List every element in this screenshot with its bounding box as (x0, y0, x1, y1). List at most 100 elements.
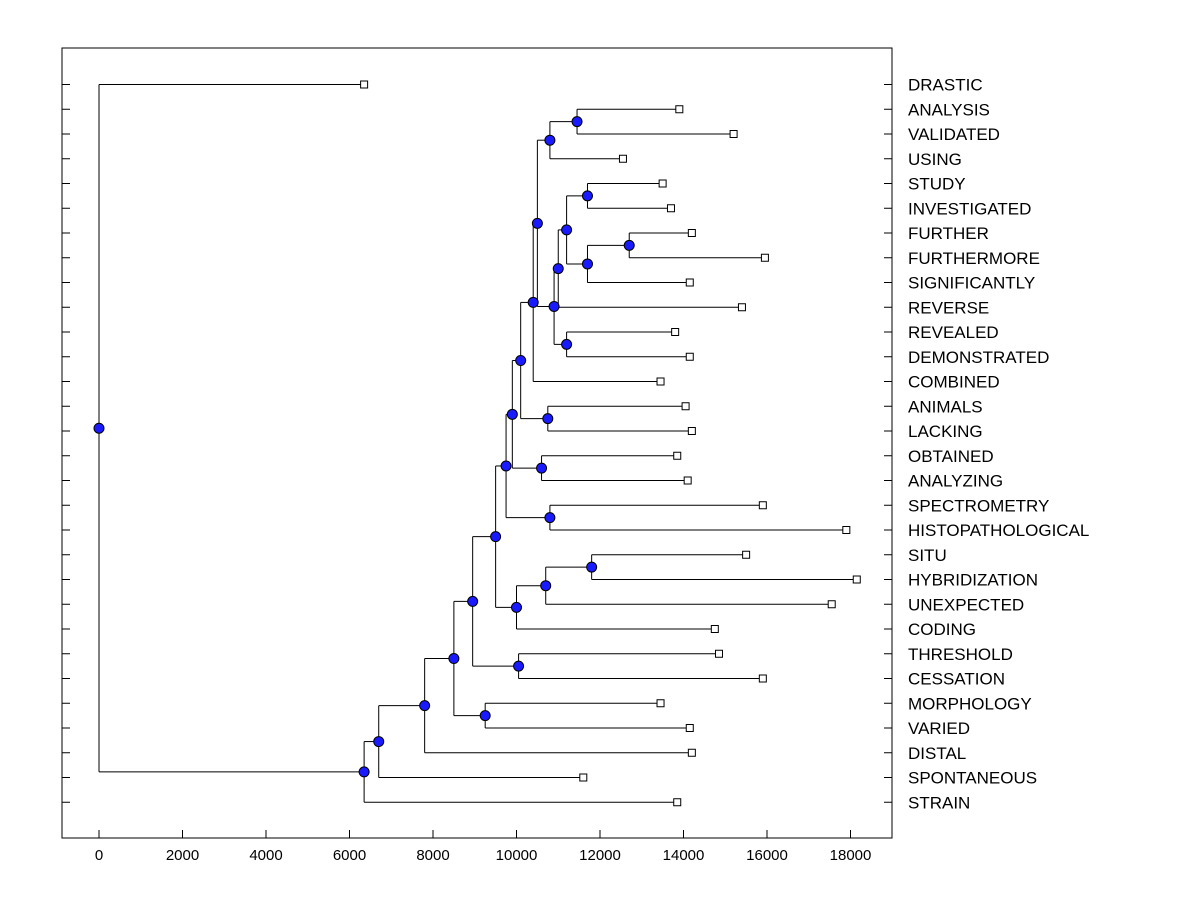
x-tick-label: 4000 (249, 847, 282, 864)
merge-node (419, 700, 431, 712)
leaf-marker (671, 328, 680, 336)
leaf-label: REVERSE (908, 298, 989, 317)
leaf-label: DEMONSTRATED (908, 348, 1049, 367)
leaf-label: CODING (908, 620, 976, 639)
merge-node (358, 766, 370, 778)
leaf-marker (656, 377, 665, 386)
leaf-label: COMBINED (908, 373, 1000, 392)
leaf-marker (666, 204, 675, 213)
leaf-label: UNEXPECTED (908, 595, 1024, 614)
x-tick-label: 8000 (416, 847, 449, 864)
x-tick-label: 0 (95, 847, 103, 864)
x-tick-label: 12000 (579, 847, 621, 864)
leaf-marker (673, 798, 682, 807)
leaf-label: USING (908, 150, 962, 169)
leaf-label: VARIED (908, 719, 970, 738)
leaf-marker (758, 674, 767, 683)
merge-node (581, 258, 593, 270)
leaf-label: VALIDATED (908, 125, 1000, 144)
leaf-marker (758, 501, 767, 510)
merge-node (552, 263, 564, 275)
merge-node (542, 413, 554, 425)
leaf-marker (675, 105, 684, 114)
leaf-marker (714, 649, 723, 658)
x-tick-label: 16000 (746, 847, 788, 864)
leaf-label: CESSATION (908, 670, 1005, 689)
leaf-label: STRAIN (908, 793, 970, 812)
leaf-label: SITU (908, 546, 947, 565)
leaf-marker (742, 550, 751, 559)
x-tick-label: 2000 (166, 847, 199, 864)
leaf-marker (656, 699, 665, 708)
merge-node (448, 653, 460, 665)
leaf-label: HISTOPATHOLOGICAL (908, 521, 1089, 540)
merge-node (93, 422, 105, 434)
leaf-label: FURTHER (908, 224, 989, 243)
merge-node (500, 460, 512, 472)
merge-node (513, 660, 525, 672)
plot-area (61, 47, 893, 839)
merge-node (506, 408, 518, 420)
leaf-label: THRESHOLD (908, 645, 1013, 664)
x-axis-tick-labels: 0 2000 4000 6000 8000 10000 12000 14000 16000 180… (95, 847, 872, 864)
merge-node (586, 561, 598, 573)
leaf-marker (687, 229, 696, 237)
leaf-labels: DRASTIC ANALYSIS VALIDATED USING STUDY INVEST… (908, 76, 1089, 813)
merge-node (544, 134, 556, 146)
merge-node (467, 595, 479, 607)
leaf-label: ANALYZING (908, 472, 1003, 491)
leaf-label: DISTAL (908, 744, 966, 763)
leaf-marker (685, 352, 694, 361)
merge-node (536, 462, 548, 474)
leaf-label: REVEALED (908, 323, 999, 342)
x-tick-label: 18000 (830, 847, 872, 864)
leaf-label: STUDY (908, 175, 966, 194)
leaf-marker (685, 278, 694, 287)
x-tick-label: 6000 (333, 847, 366, 864)
leaf-marker (687, 748, 696, 757)
merge-node (515, 355, 527, 367)
leaf-marker (658, 179, 667, 188)
leaf-marker (687, 427, 696, 435)
leaf-label: DRASTIC (908, 76, 983, 95)
leaf-label: MORPHOLOGY (908, 694, 1032, 713)
merge-node (511, 601, 522, 613)
leaf-marker (729, 130, 738, 138)
merge-node (479, 710, 491, 722)
merge-node (540, 580, 552, 592)
leaf-marker (852, 575, 861, 584)
leaf-markers (360, 80, 861, 807)
x-tick-label: 10000 (496, 847, 538, 864)
leaf-label: OBTAINED (908, 447, 994, 466)
leaf-marker (710, 625, 719, 633)
leaf-label: SPECTROMETRY (908, 496, 1049, 515)
leaf-label: FURTHERMORE (908, 249, 1040, 268)
merge-node (490, 531, 502, 543)
merge-node (544, 512, 556, 524)
merge-node (527, 296, 539, 308)
leaf-marker (827, 600, 836, 609)
merge-node (373, 736, 385, 748)
leaf-marker (673, 451, 682, 460)
merge-node (561, 338, 573, 350)
merge-node (581, 190, 593, 202)
leaf-marker (737, 303, 746, 312)
leaf-marker (681, 402, 690, 411)
axis-ticks (62, 84, 892, 838)
merge-node (548, 300, 560, 312)
leaf-marker (683, 476, 692, 485)
merge-nodes (93, 116, 635, 778)
leaf-label: HYBRIDIZATION (908, 571, 1038, 590)
leaf-label: ANIMALS (908, 397, 983, 416)
leaf-marker (685, 724, 694, 732)
leaf-label: INVESTIGATED (908, 199, 1031, 218)
leaf-label: SPONTANEOUS (908, 769, 1037, 788)
merge-node (623, 239, 635, 251)
leaf-label: ANALYSIS (908, 100, 990, 119)
leaf-marker (842, 526, 851, 534)
leaf-marker (360, 80, 369, 89)
x-tick-label: 14000 (663, 847, 705, 864)
leaf-label: SIGNIFICANTLY (908, 274, 1035, 293)
merge-node (531, 217, 543, 229)
